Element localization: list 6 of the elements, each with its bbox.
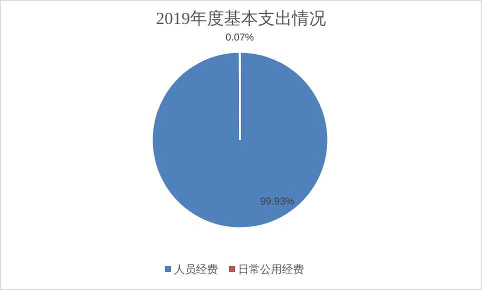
pie-slice: [151, 51, 329, 229]
data-label: 0.07%: [226, 32, 254, 44]
legend-label: 日常公用经费: [238, 262, 304, 276]
chart-title: 2019年度基本支出情况: [156, 9, 326, 28]
data-label: 99.93%: [260, 196, 294, 208]
legend-label: 人员经费: [174, 262, 218, 276]
